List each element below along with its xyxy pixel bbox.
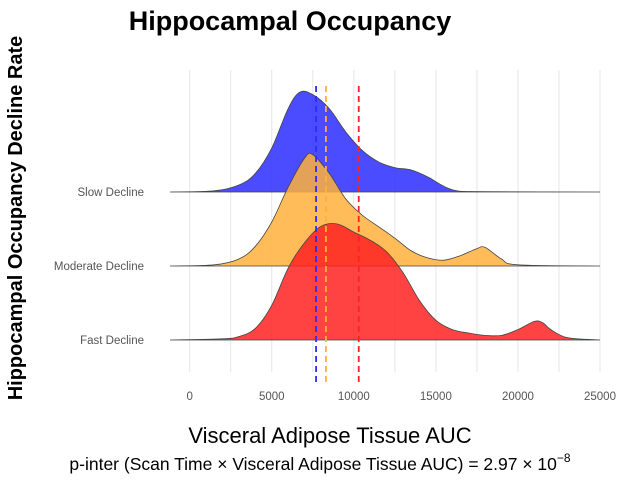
- density-ridges: [169, 90, 601, 341]
- footnote: p-inter (Scan Time × Visceral Adipose Ti…: [69, 451, 571, 474]
- category-labels: Slow Decline Moderate Decline Fast Decline: [54, 187, 144, 347]
- x-axis-label: Visceral Adipose Tissue AUC: [188, 423, 471, 448]
- x-tick-label: 5000: [259, 391, 285, 403]
- x-tick-label: 15000: [420, 391, 452, 403]
- category-label: Fast Decline: [80, 335, 144, 347]
- x-tick-label: 25000: [584, 391, 616, 403]
- x-tick-label: 10000: [338, 391, 370, 403]
- x-tick-label: 20000: [502, 391, 534, 403]
- y-axis-label: Hippocampal Occupancy Decline Rate: [5, 36, 27, 401]
- ridge-fast-decline: [169, 223, 601, 341]
- ridge-slow-decline: [169, 90, 601, 193]
- ridge-moderate-decline: [169, 152, 601, 267]
- x-tick-label: 0: [186, 391, 192, 403]
- footnote-exponent: −8: [557, 451, 571, 465]
- category-label: Moderate Decline: [54, 261, 144, 273]
- category-label: Slow Decline: [78, 187, 144, 199]
- chart-title: Hippocampal Occupancy: [129, 6, 452, 36]
- x-axis-ticks: 0 5000 10000 15000 20000 25000: [186, 391, 616, 403]
- footnote-text: p-inter (Scan Time × Visceral Adipose Ti…: [69, 454, 557, 474]
